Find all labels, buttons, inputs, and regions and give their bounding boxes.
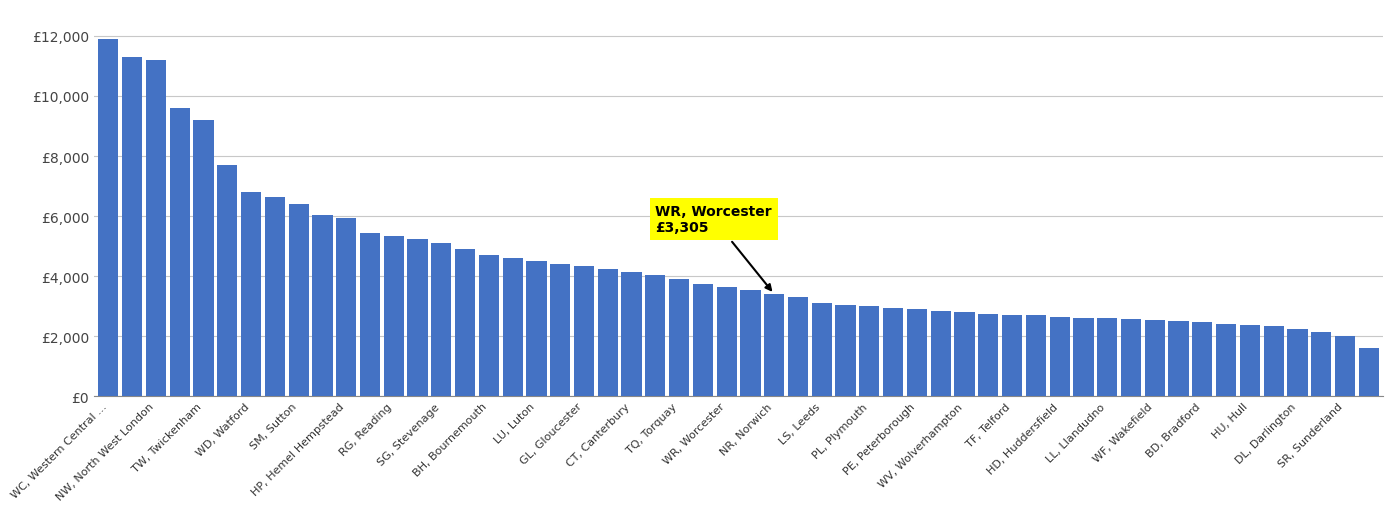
Bar — [859, 306, 880, 397]
Bar — [360, 233, 379, 397]
Bar — [621, 272, 642, 397]
Bar — [193, 121, 214, 397]
Bar — [407, 239, 428, 397]
Bar — [217, 166, 238, 397]
Bar — [146, 61, 165, 397]
Bar — [1049, 317, 1070, 397]
Bar — [955, 313, 974, 397]
Bar — [979, 314, 998, 397]
Bar — [240, 193, 261, 397]
Bar — [264, 197, 285, 397]
Bar — [431, 244, 452, 397]
Bar — [788, 297, 808, 397]
Bar — [765, 295, 784, 397]
Bar — [289, 205, 309, 397]
Bar — [550, 265, 570, 397]
Bar — [1002, 315, 1022, 397]
Bar — [1097, 319, 1118, 397]
Bar — [455, 249, 475, 397]
Bar — [906, 309, 927, 397]
Bar — [478, 256, 499, 397]
Bar — [598, 269, 619, 397]
Bar — [99, 40, 118, 397]
Bar — [669, 279, 689, 397]
Bar — [170, 109, 190, 397]
Bar — [313, 215, 332, 397]
Text: WR, Worcester
£3,305: WR, Worcester £3,305 — [655, 205, 771, 291]
Bar — [503, 259, 523, 397]
Bar — [574, 266, 594, 397]
Bar — [1193, 323, 1212, 397]
Bar — [717, 287, 737, 397]
Bar — [645, 275, 666, 397]
Bar — [741, 290, 760, 397]
Bar — [122, 58, 142, 397]
Bar — [1311, 332, 1332, 397]
Bar — [384, 236, 404, 397]
Bar — [1358, 349, 1379, 397]
Bar — [336, 218, 356, 397]
Bar — [1334, 336, 1355, 397]
Bar — [1169, 322, 1188, 397]
Bar — [527, 262, 546, 397]
Bar — [1073, 318, 1094, 397]
Bar — [1240, 325, 1259, 397]
Bar — [883, 308, 904, 397]
Bar — [812, 303, 833, 397]
Bar — [1264, 327, 1284, 397]
Bar — [1287, 329, 1308, 397]
Bar — [931, 311, 951, 397]
Bar — [692, 284, 713, 397]
Bar — [1144, 321, 1165, 397]
Bar — [1216, 324, 1236, 397]
Bar — [1120, 320, 1141, 397]
Bar — [835, 305, 856, 397]
Bar — [1026, 316, 1045, 397]
